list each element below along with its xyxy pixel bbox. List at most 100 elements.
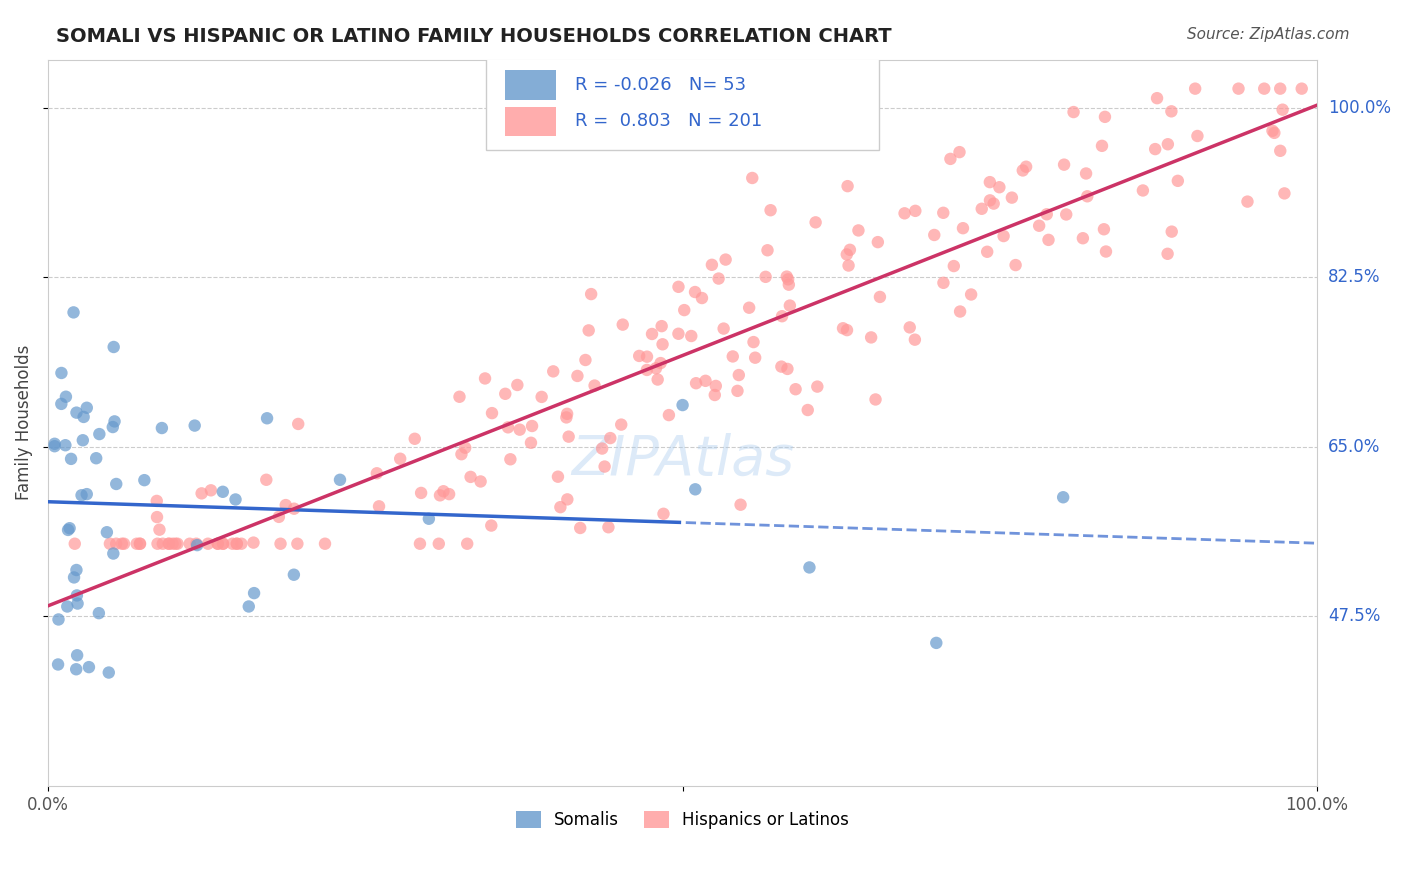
- Somalis: [256, 411, 278, 425]
- Hispanics or Latinos: [976, 244, 998, 259]
- Hispanics or Latinos: [838, 259, 860, 273]
- Somalis: [51, 366, 73, 380]
- Hispanics or Latinos: [409, 537, 432, 551]
- Hispanics or Latinos: [628, 349, 651, 363]
- Text: Source: ZipAtlas.com: Source: ZipAtlas.com: [1187, 27, 1350, 42]
- Hispanics or Latinos: [681, 329, 703, 343]
- Hispanics or Latinos: [779, 299, 801, 313]
- Hispanics or Latinos: [952, 221, 974, 235]
- Hispanics or Latinos: [157, 537, 180, 551]
- Hispanics or Latinos: [1184, 81, 1206, 95]
- Hispanics or Latinos: [583, 378, 606, 392]
- Somalis: [76, 487, 98, 501]
- Hispanics or Latinos: [759, 203, 782, 218]
- Hispanics or Latinos: [949, 304, 972, 318]
- Hispanics or Latinos: [727, 368, 749, 382]
- Somalis: [76, 401, 98, 415]
- Hispanics or Latinos: [166, 537, 188, 551]
- Hispanics or Latinos: [970, 202, 993, 216]
- Hispanics or Latinos: [1160, 225, 1182, 239]
- Hispanics or Latinos: [932, 276, 955, 290]
- Hispanics or Latinos: [1054, 207, 1077, 221]
- Hispanics or Latinos: [186, 537, 208, 551]
- Hispanics or Latinos: [557, 492, 579, 507]
- Hispanics or Latinos: [1095, 244, 1118, 259]
- Somalis: [84, 451, 107, 466]
- Hispanics or Latinos: [454, 441, 477, 455]
- Hispanics or Latinos: [610, 417, 633, 432]
- Hispanics or Latinos: [591, 442, 613, 456]
- Hispanics or Latinos: [612, 318, 634, 332]
- Somalis: [70, 488, 93, 502]
- Hispanics or Latinos: [470, 475, 492, 489]
- Hispanics or Latinos: [1015, 160, 1038, 174]
- Hispanics or Latinos: [125, 537, 148, 551]
- Hispanics or Latinos: [162, 537, 184, 551]
- Hispanics or Latinos: [200, 483, 222, 498]
- Y-axis label: Family Households: Family Households: [15, 345, 32, 500]
- Hispanics or Latinos: [1091, 139, 1114, 153]
- Somalis: [685, 483, 707, 497]
- Hispanics or Latinos: [509, 423, 531, 437]
- FancyBboxPatch shape: [505, 70, 555, 100]
- Hispanics or Latinos: [778, 272, 800, 286]
- Hispanics or Latinos: [988, 180, 1011, 194]
- Hispanics or Latinos: [449, 390, 471, 404]
- Hispanics or Latinos: [738, 301, 761, 315]
- Hispanics or Latinos: [578, 323, 600, 337]
- Text: SOMALI VS HISPANIC OR LATINO FAMILY HOUSEHOLDS CORRELATION CHART: SOMALI VS HISPANIC OR LATINO FAMILY HOUS…: [56, 27, 891, 45]
- Somalis: [211, 484, 233, 499]
- Hispanics or Latinos: [157, 537, 180, 551]
- Hispanics or Latinos: [1253, 81, 1275, 95]
- Hispanics or Latinos: [432, 484, 454, 499]
- Hispanics or Latinos: [983, 196, 1005, 211]
- Hispanics or Latinos: [112, 537, 135, 551]
- Hispanics or Latinos: [1227, 81, 1250, 95]
- Hispanics or Latinos: [569, 521, 592, 535]
- Somalis: [44, 439, 66, 453]
- Hispanics or Latinos: [1274, 186, 1296, 201]
- Hispanics or Latinos: [225, 537, 247, 551]
- Somalis: [56, 523, 79, 537]
- Hispanics or Latinos: [741, 171, 763, 186]
- Hispanics or Latinos: [479, 518, 502, 533]
- Hispanics or Latinos: [404, 432, 426, 446]
- Hispanics or Latinos: [721, 350, 744, 364]
- Hispanics or Latinos: [652, 507, 675, 521]
- Hispanics or Latinos: [700, 258, 723, 272]
- Somalis: [103, 340, 125, 354]
- Hispanics or Latinos: [1035, 207, 1057, 221]
- Somalis: [89, 427, 111, 442]
- Hispanics or Latinos: [837, 179, 859, 194]
- Hispanics or Latinos: [1028, 219, 1050, 233]
- Hispanics or Latinos: [742, 334, 765, 349]
- Hispanics or Latinos: [579, 287, 602, 301]
- Hispanics or Latinos: [499, 452, 522, 467]
- Somalis: [96, 525, 118, 540]
- Text: ZIPAtlas: ZIPAtlas: [571, 433, 794, 485]
- Hispanics or Latinos: [1144, 142, 1167, 156]
- Hispanics or Latinos: [481, 406, 503, 420]
- Hispanics or Latinos: [1094, 110, 1116, 124]
- Hispanics or Latinos: [695, 374, 717, 388]
- Hispanics or Latinos: [541, 364, 564, 378]
- Text: 47.5%: 47.5%: [1329, 607, 1381, 625]
- Hispanics or Latinos: [254, 473, 277, 487]
- Hispanics or Latinos: [1001, 191, 1024, 205]
- Hispanics or Latinos: [242, 535, 264, 549]
- Hispanics or Latinos: [636, 363, 658, 377]
- Hispanics or Latinos: [848, 223, 870, 237]
- Somalis: [97, 665, 120, 680]
- Hispanics or Latinos: [838, 243, 860, 257]
- Somalis: [150, 421, 173, 435]
- Hispanics or Latinos: [1291, 81, 1313, 95]
- Hispanics or Latinos: [287, 417, 309, 431]
- Hispanics or Latinos: [494, 386, 516, 401]
- Hispanics or Latinos: [835, 323, 858, 337]
- Hispanics or Latinos: [796, 403, 818, 417]
- Somalis: [66, 648, 89, 663]
- Somalis: [48, 612, 70, 626]
- Hispanics or Latinos: [1004, 258, 1026, 272]
- Hispanics or Latinos: [547, 469, 569, 483]
- Hispanics or Latinos: [703, 388, 725, 402]
